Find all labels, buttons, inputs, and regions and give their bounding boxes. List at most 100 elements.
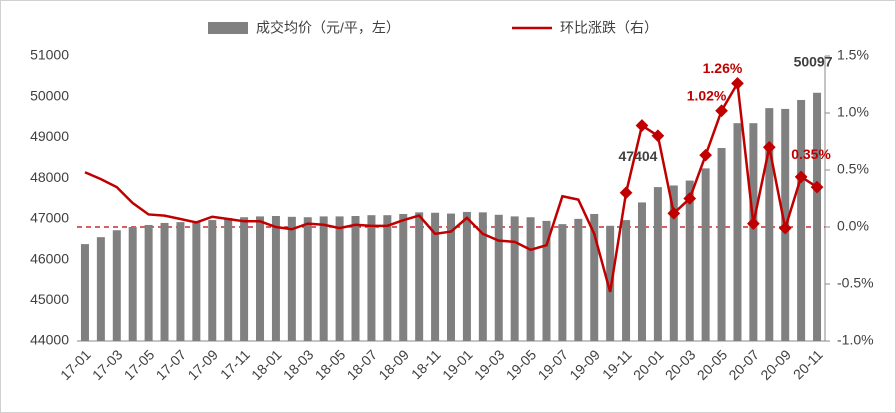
y-tick-label: 45000 [30, 291, 69, 307]
bar [526, 217, 535, 341]
x-tick-label: 17-09 [184, 346, 221, 383]
bar [160, 222, 169, 341]
bar [303, 217, 312, 341]
bar [542, 220, 551, 341]
bar [256, 216, 265, 341]
bar [622, 220, 631, 341]
x-tick-label: 19-05 [503, 346, 540, 383]
bar [494, 214, 503, 341]
line-marker [778, 221, 792, 235]
bar [192, 220, 201, 341]
bar [749, 123, 758, 341]
y2-tick-label: 1.0% [837, 104, 869, 120]
y2-tick-label: 1.5% [837, 47, 869, 63]
bar [96, 237, 105, 341]
y2-tick-label: -0.5% [837, 275, 874, 291]
y2-tick-label: 0.5% [837, 161, 869, 177]
line-marker [810, 180, 824, 194]
bar [271, 216, 280, 341]
bar [287, 216, 296, 341]
bar [144, 224, 153, 341]
bar [224, 218, 233, 341]
bar [462, 211, 471, 341]
y2-tick-label: 0.0% [837, 218, 869, 234]
line-marker [699, 148, 713, 162]
y-tick-label: 49000 [30, 128, 69, 144]
bar [431, 212, 440, 341]
bar [415, 212, 424, 341]
x-tick-label: 17-03 [89, 346, 126, 383]
bar [813, 92, 822, 341]
y-tick-label: 47000 [30, 210, 69, 226]
x-tick-label: 20-07 [725, 346, 762, 383]
legend-label: 成交均价（元/平，左） [256, 20, 400, 36]
bar [685, 180, 694, 341]
line-marker [715, 104, 728, 118]
x-tick-label: 20-01 [630, 346, 667, 383]
x-tick-label: 19-03 [471, 346, 508, 383]
x-tick-label: 17-05 [121, 346, 158, 383]
bar [701, 168, 710, 341]
line-marker [651, 129, 665, 143]
bar-value-label: 50097 [794, 53, 833, 69]
bar [383, 215, 392, 341]
x-tick-label: 18-05 [312, 346, 349, 383]
y-tick-label: 48000 [30, 169, 69, 185]
line-marker [794, 170, 808, 184]
x-tick-label: 20-09 [757, 346, 794, 383]
bar [637, 202, 646, 341]
x-tick-label: 17-01 [57, 346, 94, 383]
x-tick-label: 20-11 [790, 346, 826, 382]
x-tick-label: 18-11 [408, 346, 444, 382]
bar [558, 224, 567, 341]
x-tick-label: 19-07 [535, 346, 572, 383]
line-marker [619, 186, 633, 200]
x-tick-label: 20-05 [694, 346, 731, 383]
bar [574, 218, 583, 341]
y-tick-label: 51000 [30, 47, 69, 63]
line-marker [731, 76, 744, 90]
bar [351, 216, 360, 341]
bar [447, 213, 455, 341]
bar [717, 148, 726, 341]
bar [399, 213, 408, 341]
line-value-label: 1.02% [687, 87, 727, 103]
legend-label: 环比涨跌（右） [560, 20, 658, 36]
bar [606, 225, 615, 341]
bar-value-label: 47404 [619, 148, 658, 164]
bar [590, 213, 599, 341]
line [84, 79, 818, 293]
y-tick-label: 44000 [30, 332, 69, 348]
x-tick-label: 19-01 [439, 346, 476, 383]
y2-tick-label: -1.0% [837, 332, 874, 348]
y-tick-label: 46000 [30, 250, 69, 266]
y-tick-label: 50000 [30, 87, 69, 103]
x-tick-label: 18-07 [344, 346, 381, 383]
bar [733, 123, 742, 341]
bar [765, 108, 774, 341]
line-marker [747, 217, 760, 230]
bar [367, 215, 376, 341]
x-tick-label: 18-09 [375, 346, 412, 383]
line-value-label: 0.35% [791, 146, 831, 162]
x-tick-label: 19-09 [566, 346, 603, 383]
line-value-label: 1.26% [703, 60, 743, 76]
x-tick-label: 18-03 [280, 346, 317, 383]
bar [335, 216, 344, 341]
x-tick-label: 17-11 [217, 346, 253, 382]
bar [478, 212, 487, 341]
bar [176, 222, 185, 341]
x-tick-label: 17-07 [153, 346, 190, 383]
bar [80, 244, 89, 341]
x-tick-label: 20-03 [662, 346, 699, 383]
bar [797, 99, 806, 341]
bar [128, 227, 137, 341]
bar [319, 216, 328, 341]
x-tick-label: 18-01 [248, 346, 285, 383]
bar [510, 216, 519, 341]
bar [112, 230, 121, 341]
bar [208, 220, 217, 341]
line-marker [762, 140, 776, 154]
bar [669, 185, 678, 341]
legend-swatch [208, 22, 248, 34]
